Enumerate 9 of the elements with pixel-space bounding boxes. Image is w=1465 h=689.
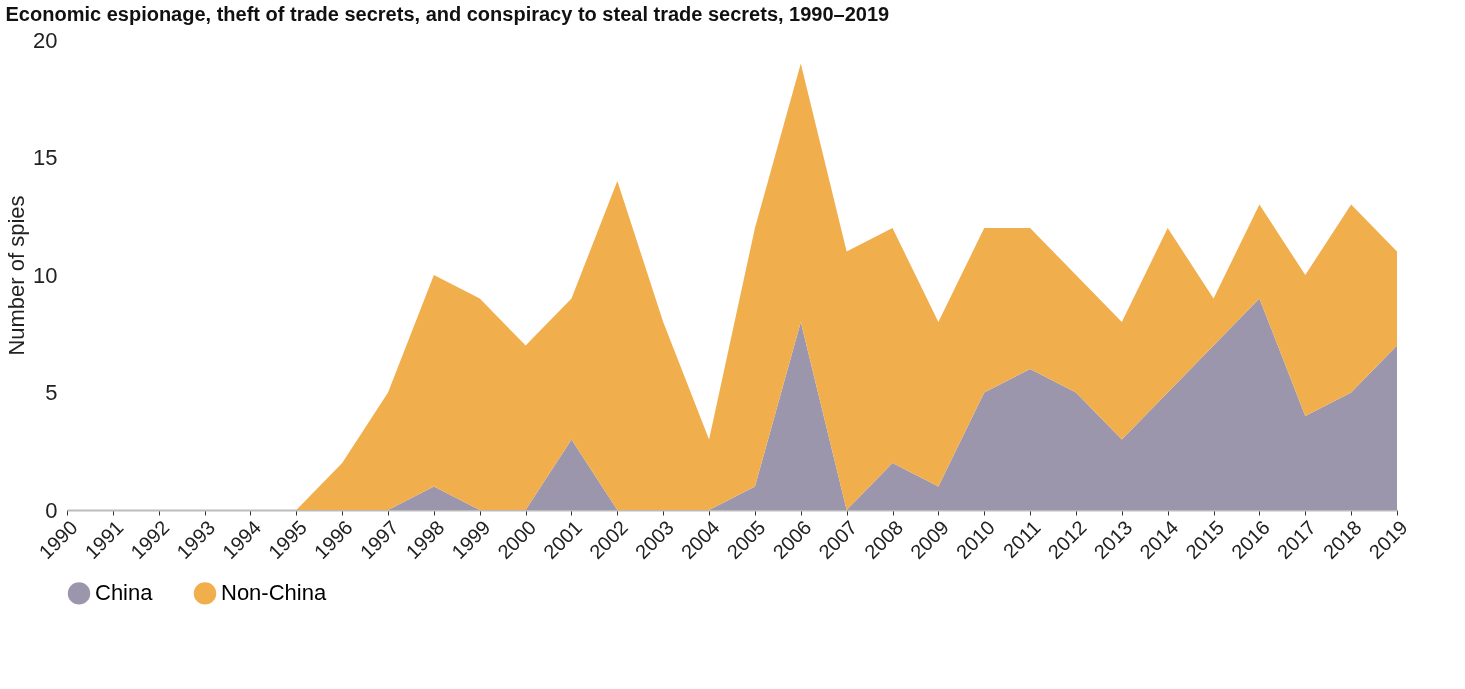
chart-title: Economic espionage, theft of trade secrets, and conspiracy to steal trade secrets, 1990–2019 bbox=[5, 3, 890, 25]
y-tick-label: 15 bbox=[33, 145, 58, 170]
y-tick-label: 10 bbox=[33, 262, 58, 288]
y-axis-title: Number of spies bbox=[4, 195, 30, 356]
legend-label: China bbox=[95, 580, 154, 606]
y-tick-label: 5 bbox=[45, 380, 58, 405]
legend-label: Non-China bbox=[221, 580, 327, 606]
y-tick-label: 20 bbox=[33, 27, 58, 53]
y-tick-label: 0 bbox=[45, 497, 58, 523]
